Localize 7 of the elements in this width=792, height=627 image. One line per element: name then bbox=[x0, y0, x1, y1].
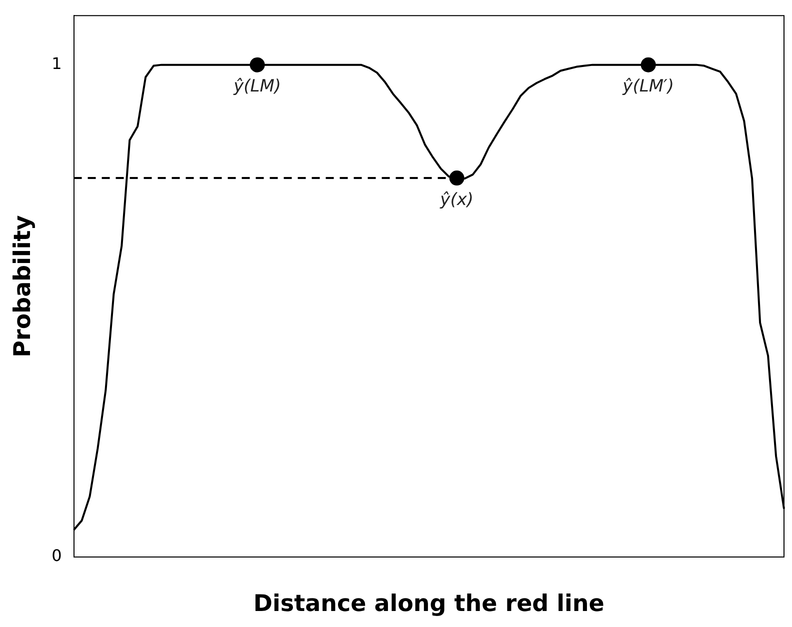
x-axis-title: Distance along the red line bbox=[253, 591, 604, 618]
y-axis-title: Probability bbox=[10, 215, 36, 358]
data-label: ŷ(x) bbox=[439, 190, 474, 210]
data-label: ŷ(LM) bbox=[232, 76, 282, 97]
y-tick-label: 1 bbox=[52, 54, 62, 73]
y-tick-label: 0 bbox=[52, 546, 62, 566]
data-label: ŷ(LM′) bbox=[622, 76, 674, 97]
